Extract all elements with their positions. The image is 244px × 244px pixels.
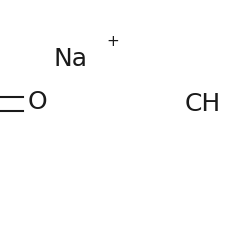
Text: CH: CH <box>184 92 221 116</box>
Text: +: + <box>106 34 119 49</box>
Text: Na: Na <box>54 47 88 71</box>
Text: O: O <box>28 91 48 114</box>
